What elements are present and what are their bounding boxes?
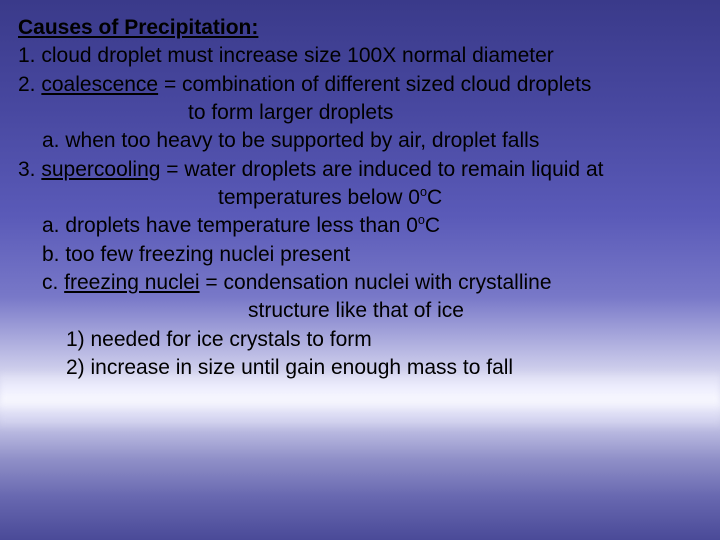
heading: Causes of Precipitation: <box>18 14 702 42</box>
item-3c-pre: c. <box>42 271 64 294</box>
item-3c1: 1) needed for ice crystals to form <box>18 326 702 354</box>
item-3c-cont: structure like that of ice <box>18 297 702 325</box>
item-3a: a. droplets have temperature less than 0… <box>18 212 702 240</box>
item-3a-post: C <box>425 214 440 237</box>
item-3-cont-post: C <box>427 186 442 209</box>
item-3c: c. freezing nuclei = condensation nuclei… <box>18 269 702 297</box>
item-2-pre: 2. <box>18 73 41 96</box>
item-3b: b. too few freezing nuclei present <box>18 241 702 269</box>
item-3a-pre: a. droplets have temperature less than 0 <box>42 214 418 237</box>
item-2-cont: to form larger droplets <box>18 99 702 127</box>
item-3a-sup: o <box>418 213 425 227</box>
item-3-cont-sup: o <box>420 185 427 199</box>
term-freezing-nuclei: freezing nuclei <box>64 271 199 294</box>
item-3-cont-pre: temperatures below 0 <box>218 186 420 209</box>
slide-content: Causes of Precipitation: 1. cloud drople… <box>0 0 720 396</box>
term-coalescence: coalescence <box>41 73 158 96</box>
item-3-cont: temperatures below 0oC <box>18 184 702 212</box>
item-3-post: = water droplets are induced to remain l… <box>160 158 603 181</box>
item-2a: a. when too heavy to be supported by air… <box>18 127 702 155</box>
item-2: 2. coalescence = combination of differen… <box>18 71 702 99</box>
item-3: 3. supercooling = water droplets are ind… <box>18 156 702 184</box>
item-3c2: 2) increase in size until gain enough ma… <box>18 354 702 382</box>
item-1: 1. cloud droplet must increase size 100X… <box>18 42 702 70</box>
term-supercooling: supercooling <box>41 158 160 181</box>
item-2-post: = combination of different sized cloud d… <box>158 73 591 96</box>
item-3c-post: = condensation nuclei with crystalline <box>200 271 552 294</box>
item-3-pre: 3. <box>18 158 41 181</box>
